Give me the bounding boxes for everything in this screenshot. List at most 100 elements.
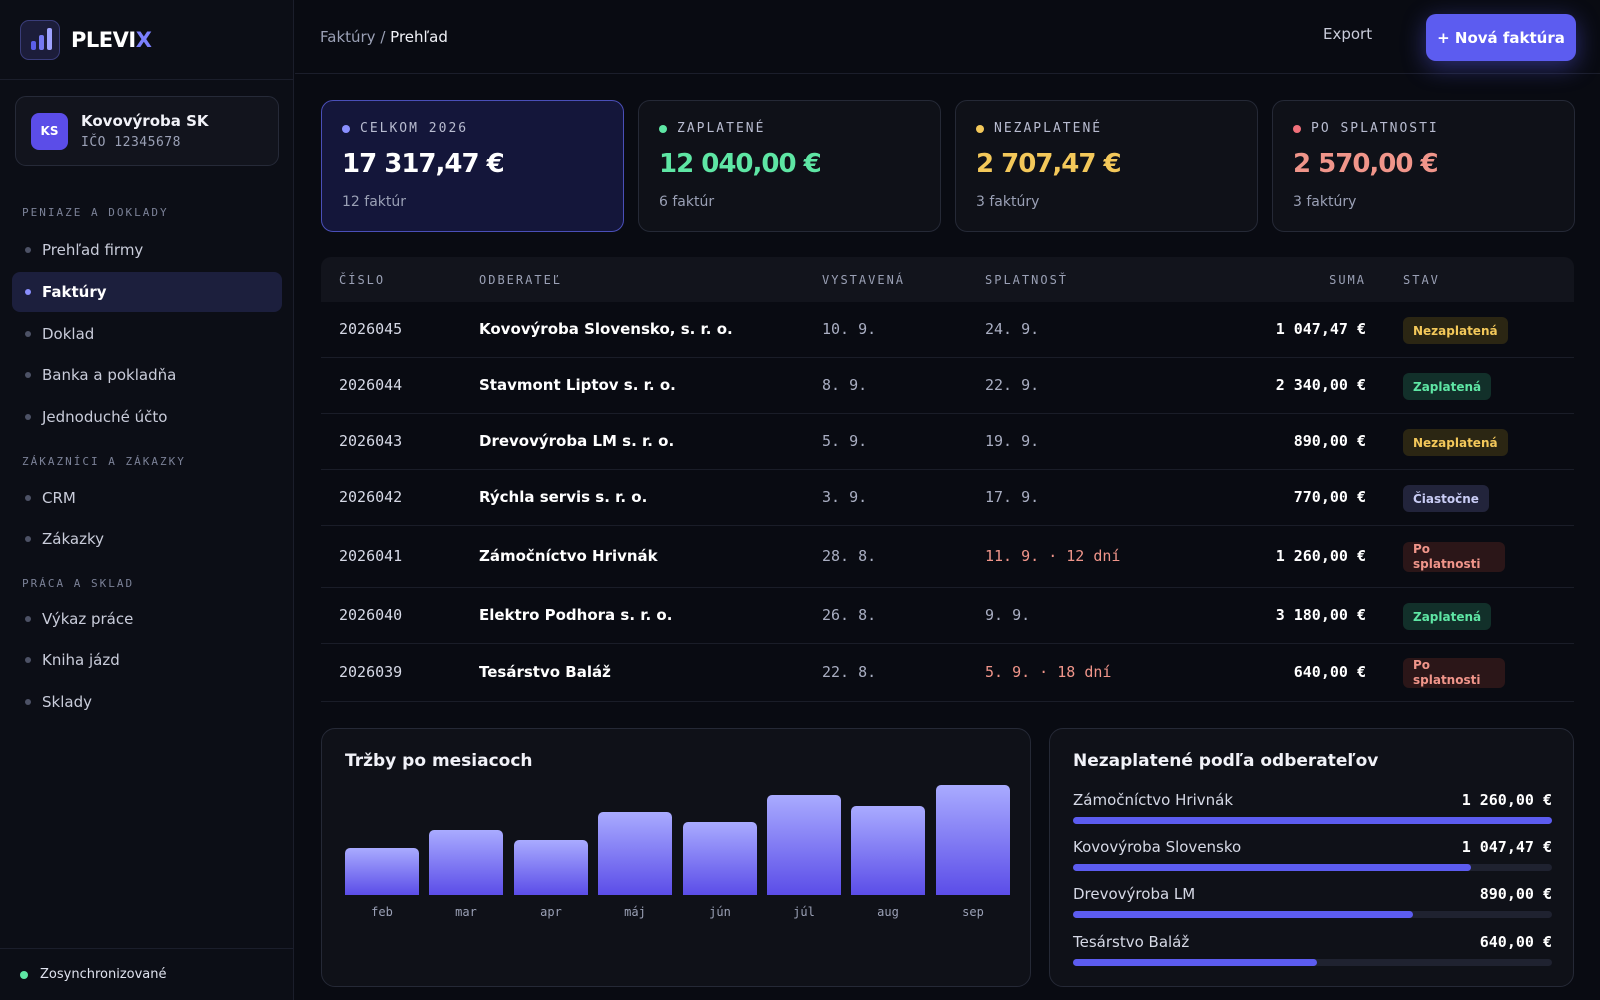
sidebar-item-crm[interactable]: CRM xyxy=(12,478,282,518)
issued-date-cell: 22. 8. xyxy=(822,663,877,681)
x-tick-label: apr xyxy=(540,905,562,919)
customer-cell: Elektro Podhora s. r. o. xyxy=(479,606,673,624)
table-row[interactable]: 2026045 Kovovýroba Slovensko, s. r. o. 10.… xyxy=(321,302,1574,358)
x-tick-label: aug xyxy=(877,905,899,919)
status-dot-icon xyxy=(976,124,984,133)
debtor-row[interactable]: Kovovýroba Slovensko 1 047,47 € xyxy=(1073,838,1552,878)
debtor-name: Drevovýroba LM xyxy=(1073,885,1196,903)
table-row[interactable]: 2026041 Zámočníctvo Hrivnák 28. 8. 11. 9. ·… xyxy=(321,526,1574,588)
sidebar-item-doklad[interactable]: Doklad xyxy=(12,314,282,354)
sum-cell: 2 340,00 € xyxy=(1275,376,1366,394)
sidebar-item-faktury[interactable]: Faktúry xyxy=(12,272,282,312)
due-date-cell: 9. 9. xyxy=(985,606,1031,624)
nav-section-title: PENIAZE A DOKLADY xyxy=(22,206,169,219)
sidebar-item-sklady[interactable]: Sklady xyxy=(12,682,282,722)
topbar: Faktúry / Prehľad Export + Nová faktúra xyxy=(295,0,1600,74)
revenue-chart-panel: Tržby po mesiacoch feb mar apr máj jún júl aug… xyxy=(321,728,1031,987)
column-header-sum[interactable]: SUMA xyxy=(1329,273,1366,287)
column-header-issued[interactable]: VYSTAVENÁ xyxy=(822,273,906,287)
sidebar-item-jednoduche-ucto[interactable]: Jednoduché účto xyxy=(12,397,282,437)
status-badge: Nezaplatená xyxy=(1403,429,1508,456)
status-badge: Nezaplatená xyxy=(1403,317,1508,344)
stat-count: 3 faktúry xyxy=(976,194,1040,210)
invoice-number-cell: 2026044 xyxy=(339,376,403,394)
table-row[interactable]: 2026044 Stavmont Liptov s. r. o. 8. 9. 22. … xyxy=(321,358,1574,414)
bullet-icon xyxy=(25,657,31,663)
table-row[interactable]: 2026042 Rýchla servis s. r. o. 3. 9. 17. 9.… xyxy=(321,470,1574,526)
bullet-icon xyxy=(25,372,31,378)
customer-cell: Kovovýroba Slovensko, s. r. o. xyxy=(479,320,733,338)
table-body: 2026045 Kovovýroba Slovensko, s. r. o. 10.… xyxy=(321,302,1574,702)
revenue-bar-jún[interactable] xyxy=(683,822,757,895)
issued-date-cell: 10. 9. xyxy=(822,320,877,338)
due-date-cell: 17. 9. xyxy=(985,488,1040,506)
logo-bars-icon xyxy=(20,19,60,60)
column-header-status[interactable]: STAV xyxy=(1403,273,1440,287)
sidebar: PLEVIX KS Kovovýroba SK IČO 12345678 PEN… xyxy=(0,0,294,1000)
nav-section-title: PRÁCA A SKLAD xyxy=(22,577,135,590)
stat-card-unpaid[interactable]: NEZAPLATENÉ 2 707,47 € 3 faktúry xyxy=(955,100,1258,232)
sidebar-item-vykaz-prace[interactable]: Výkaz práce xyxy=(12,599,282,639)
logo[interactable]: PLEVIX xyxy=(0,0,293,80)
sidebar-item-kniha-jazd[interactable]: Kniha jázd xyxy=(12,640,282,680)
export-button[interactable]: Export xyxy=(1323,25,1373,43)
customer-cell: Zámočníctvo Hrivnák xyxy=(479,547,658,565)
bullet-icon xyxy=(25,247,31,253)
x-tick-label: sep xyxy=(962,905,984,919)
sidebar-item-banka[interactable]: Banka a pokladňa xyxy=(12,355,282,395)
revenue-bar-mar[interactable] xyxy=(429,830,503,895)
company-switcher[interactable]: KS Kovovýroba SK IČO 12345678 xyxy=(15,96,279,166)
unpaid-by-customer-panel: Nezaplatené podľa odberateľov Zámočníctv… xyxy=(1049,728,1574,987)
x-tick-label: júl xyxy=(793,905,815,919)
unpaid-by-customer-title: Nezaplatené podľa odberateľov xyxy=(1073,751,1379,771)
revenue-bar-apr[interactable] xyxy=(514,840,588,895)
sidebar-item-zakazky[interactable]: Zákazky xyxy=(12,519,282,559)
table-row[interactable]: 2026039 Tesárstvo Baláž 22. 8. 5. 9. · 18 d… xyxy=(321,644,1574,702)
column-header-customer[interactable]: ODBERATEĽ xyxy=(479,273,563,287)
column-header-due[interactable]: SPLATNOSŤ xyxy=(985,273,1069,287)
new-invoice-button[interactable]: + Nová faktúra xyxy=(1426,14,1576,61)
due-date-cell: 5. 9. · 18 dní xyxy=(985,663,1112,681)
due-date-cell: 22. 9. xyxy=(985,376,1040,394)
company-avatar: KS xyxy=(31,112,68,150)
bullet-icon xyxy=(25,536,31,542)
debtor-progress-track xyxy=(1073,864,1552,871)
debtor-row[interactable]: Tesárstvo Baláž 640,00 € xyxy=(1073,933,1552,973)
revenue-bar-aug[interactable] xyxy=(851,806,925,895)
sync-status-label: Zosynchronizované xyxy=(40,967,167,982)
issued-date-cell: 28. 8. xyxy=(822,547,877,565)
x-tick-label: feb xyxy=(371,905,393,919)
brand-name: PLEVIX xyxy=(71,27,152,52)
revenue-bar-feb[interactable] xyxy=(345,848,419,895)
column-header-number[interactable]: ČÍSLO xyxy=(339,273,386,287)
revenue-bar-máj[interactable] xyxy=(598,812,672,895)
company-name: Kovovýroba SK xyxy=(81,112,209,130)
invoice-table: ČÍSLO ODBERATEĽ VYSTAVENÁ SPLATNOSŤ SUMA… xyxy=(321,257,1574,702)
status-dot-icon xyxy=(1293,124,1301,133)
debtor-amount: 890,00 € xyxy=(1479,885,1552,903)
table-row[interactable]: 2026043 Drevovýroba LM s. r. o. 5. 9. 19. 9… xyxy=(321,414,1574,470)
sum-cell: 3 180,00 € xyxy=(1275,606,1366,624)
debtor-row[interactable]: Drevovýroba LM 890,00 € xyxy=(1073,885,1552,925)
breadcrumb-parent[interactable]: Faktúry / xyxy=(320,28,386,46)
bullet-icon xyxy=(25,616,31,622)
debtor-progress-track xyxy=(1073,911,1552,918)
invoice-number-cell: 2026042 xyxy=(339,488,403,506)
table-row[interactable]: 2026040 Elektro Podhora s. r. o. 26. 8. 9. … xyxy=(321,588,1574,644)
breadcrumb: Faktúry / Prehľad xyxy=(320,28,448,46)
stat-count: 12 faktúr xyxy=(342,194,406,210)
debtor-row[interactable]: Zámočníctvo Hrivnák 1 260,00 € xyxy=(1073,791,1552,831)
x-tick-label: máj xyxy=(624,905,646,919)
stat-card-paid[interactable]: ZAPLATENÉ 12 040,00 € 6 faktúr xyxy=(638,100,941,232)
invoice-number-cell: 2026041 xyxy=(339,547,403,565)
revenue-bar-júl[interactable] xyxy=(767,795,841,895)
revenue-bar-sep[interactable] xyxy=(936,785,1010,895)
x-tick-label: mar xyxy=(455,905,477,919)
sidebar-item-prehlad-firmy[interactable]: Prehľad firmy xyxy=(12,230,282,270)
debtor-name: Kovovýroba Slovensko xyxy=(1073,838,1242,856)
stat-card-overdue[interactable]: PO SPLATNOSTI 2 570,00 € 3 faktúry xyxy=(1272,100,1575,232)
issued-date-cell: 8. 9. xyxy=(822,376,868,394)
customer-cell: Rýchla servis s. r. o. xyxy=(479,488,648,506)
stat-card-total[interactable]: CELKOM 2026 17 317,47 € 12 faktúr xyxy=(321,100,624,232)
revenue-chart-title: Tržby po mesiacoch xyxy=(345,751,533,771)
